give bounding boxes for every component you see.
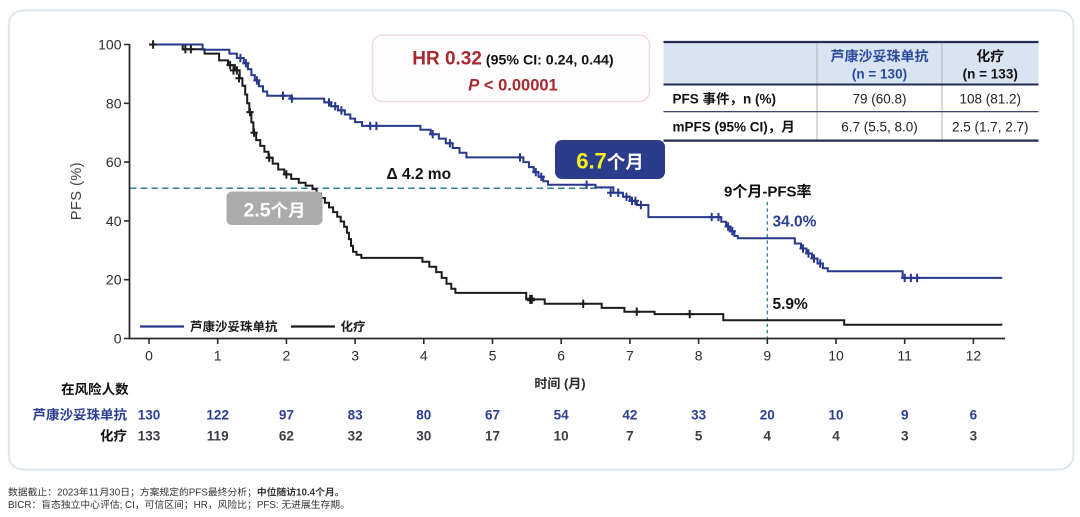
- svg-text:8: 8: [695, 348, 703, 364]
- svg-text:80: 80: [416, 408, 431, 423]
- svg-text:P: P: [468, 77, 480, 95]
- svg-text:97: 97: [279, 408, 294, 423]
- svg-text:0: 0: [114, 331, 122, 347]
- svg-text:1: 1: [214, 348, 222, 364]
- svg-text:(n = 133): (n = 133): [963, 67, 1018, 82]
- svg-text:PFS: PFS: [189, 488, 209, 499]
- svg-text:2.5: 2.5: [243, 200, 270, 222]
- svg-text:(n = 130): (n = 130): [852, 67, 907, 82]
- svg-text:mPFS (95% CI): mPFS (95% CI): [673, 120, 768, 135]
- svg-text:20: 20: [106, 272, 122, 288]
- svg-text:(: (: [564, 376, 569, 391]
- svg-text:PFS: PFS: [673, 92, 699, 107]
- svg-text:17: 17: [485, 429, 500, 444]
- svg-text:10: 10: [828, 348, 844, 364]
- svg-text:60: 60: [106, 154, 122, 170]
- svg-text:42: 42: [622, 408, 637, 423]
- svg-text:BICR: BICR: [8, 500, 31, 511]
- svg-text:130: 130: [138, 408, 161, 423]
- svg-text:10: 10: [554, 429, 569, 444]
- svg-text:6.7: 6.7: [576, 149, 607, 174]
- svg-text:4: 4: [832, 429, 840, 444]
- svg-text:119: 119: [207, 429, 229, 444]
- svg-text:11: 11: [89, 488, 99, 499]
- svg-text:7: 7: [626, 348, 634, 364]
- svg-text:n (%): n (%): [743, 92, 776, 107]
- svg-text:5: 5: [489, 348, 497, 364]
- svg-text:79 (60.8): 79 (60.8): [852, 92, 906, 107]
- svg-text:33: 33: [691, 408, 707, 423]
- svg-text:9: 9: [724, 184, 732, 201]
- svg-text:40: 40: [106, 213, 122, 229]
- svg-text:34.0%: 34.0%: [773, 214, 817, 231]
- svg-text:30: 30: [416, 429, 431, 444]
- svg-text:HR: HR: [194, 500, 208, 511]
- svg-text:10.4: 10.4: [296, 488, 316, 499]
- svg-text:7: 7: [626, 429, 634, 444]
- svg-text:10: 10: [828, 408, 843, 423]
- svg-text:Δ 4.2 mo: Δ 4.2 mo: [387, 166, 452, 183]
- svg-text:62: 62: [279, 429, 294, 444]
- svg-text:6.7 (5.5, 8.0): 6.7 (5.5, 8.0): [841, 120, 918, 135]
- svg-text:67: 67: [485, 408, 500, 423]
- svg-text:11: 11: [897, 348, 912, 364]
- svg-text:2023: 2023: [57, 488, 79, 499]
- svg-text:5: 5: [695, 429, 703, 444]
- svg-text:12: 12: [966, 348, 982, 364]
- svg-text:4: 4: [764, 429, 772, 444]
- svg-text:4: 4: [420, 348, 428, 364]
- svg-text:9: 9: [763, 348, 771, 364]
- svg-text:122: 122: [206, 408, 229, 423]
- svg-text:(95% CI: 0.24, 0.44): (95% CI: 0.24, 0.44): [486, 53, 614, 69]
- svg-text:6: 6: [557, 348, 565, 364]
- svg-text:80: 80: [106, 95, 122, 111]
- svg-text:HR 0.32: HR 0.32: [412, 49, 482, 70]
- svg-text:): ): [581, 376, 585, 391]
- svg-text:PFS (%): PFS (%): [69, 162, 85, 220]
- svg-text:PFS:: PFS:: [257, 500, 279, 511]
- svg-text:; CI: ; CI: [120, 500, 135, 511]
- svg-text:2: 2: [283, 348, 291, 364]
- svg-text:32: 32: [348, 429, 363, 444]
- svg-text:83: 83: [348, 408, 364, 423]
- svg-text:3: 3: [351, 348, 359, 364]
- svg-text:-PFS: -PFS: [762, 184, 796, 201]
- svg-text:3: 3: [970, 429, 978, 444]
- svg-text:108 (81.2): 108 (81.2): [959, 92, 1021, 107]
- svg-text:9: 9: [901, 408, 909, 423]
- svg-text:0: 0: [145, 348, 153, 364]
- svg-text:20: 20: [760, 408, 775, 423]
- svg-text:2.5 (1.7, 2.7): 2.5 (1.7, 2.7): [952, 120, 1029, 135]
- svg-text:100: 100: [98, 37, 122, 53]
- svg-text:30: 30: [109, 488, 120, 499]
- svg-text:< 0.00001: < 0.00001: [484, 77, 558, 95]
- svg-text:5.9%: 5.9%: [773, 296, 809, 313]
- svg-text:133: 133: [138, 429, 161, 444]
- svg-text:3: 3: [901, 429, 909, 444]
- svg-text:6: 6: [970, 408, 978, 423]
- svg-text:54: 54: [554, 408, 570, 423]
